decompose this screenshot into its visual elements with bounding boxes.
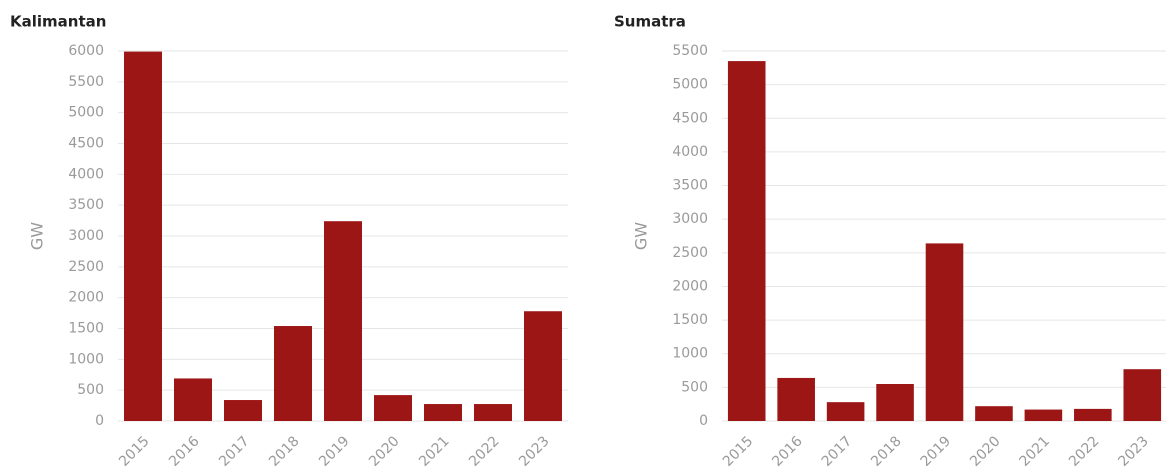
y-tick-label: 5500 [672,43,708,59]
y-axis-label: GW [28,222,47,250]
y-tick-label: 5500 [68,74,104,90]
y-tick-label: 3500 [672,178,708,194]
bar [274,326,312,421]
x-tick-label: 2023 [516,433,553,470]
y-tick-label: 1500 [68,321,104,337]
bar [727,61,766,421]
bar [224,400,262,421]
bar [975,406,1013,421]
y-tick-label: 4000 [68,166,104,182]
y-tick-label: 5000 [68,105,104,121]
bar [174,378,212,421]
x-tick-label: 2021 [416,433,453,470]
y-tick-label: 2000 [68,290,104,306]
y-tick-label: 500 [77,382,104,398]
x-tick-label: 2020 [967,433,1004,470]
bar [324,221,362,421]
y-tick-label: 0 [699,413,708,429]
y-tick-label: 2500 [68,259,104,275]
y-tick-label: 3000 [672,211,708,227]
x-tick-label: 2021 [1017,433,1054,470]
y-tick-label: 4000 [672,144,708,160]
bar [876,384,914,421]
bar [474,404,512,421]
chart-title: Kalimantan [10,13,106,31]
bar [1024,409,1063,421]
y-tick-label: 2500 [672,245,708,261]
x-tick-label: 2016 [166,433,203,470]
y-tick-label: 1000 [68,351,104,367]
x-tick-label: 2016 [769,433,806,470]
x-tick-label: 2015 [720,433,757,470]
y-tick-label: 2000 [672,278,708,294]
x-tick-label: 2019 [316,433,353,470]
bar [524,311,562,421]
y-tick-label: 3000 [68,228,104,244]
x-tick-label: 2022 [1066,433,1103,470]
chart-title: Sumatra [614,13,686,31]
bar [777,377,815,421]
y-tick-label: 1500 [672,312,708,328]
y-tick-label: 1000 [672,346,708,362]
x-tick-label: 2017 [216,433,253,470]
x-tick-label: 2020 [366,433,403,470]
x-tick-label: 2015 [116,433,153,470]
bar [374,395,412,421]
x-tick-label: 2018 [868,433,905,470]
x-tick-label: 2018 [266,433,303,470]
bar [424,404,462,421]
bar [124,51,162,421]
bar [826,402,865,421]
bar [1123,369,1162,421]
bar [925,243,964,421]
y-axis-label: GW [632,222,651,250]
x-tick-label: 2022 [466,433,503,470]
y-tick-label: 4500 [672,110,708,126]
y-tick-label: 5000 [672,77,708,93]
bar [1074,408,1112,421]
y-tick-label: 3500 [68,197,104,213]
y-tick-label: 500 [681,379,708,395]
x-tick-label: 2017 [819,433,856,470]
x-tick-label: 2019 [918,433,955,470]
x-tick-label: 2023 [1115,433,1152,470]
y-tick-label: 6000 [68,43,104,59]
y-tick-label: 4500 [68,136,104,152]
y-tick-label: 0 [95,413,104,429]
